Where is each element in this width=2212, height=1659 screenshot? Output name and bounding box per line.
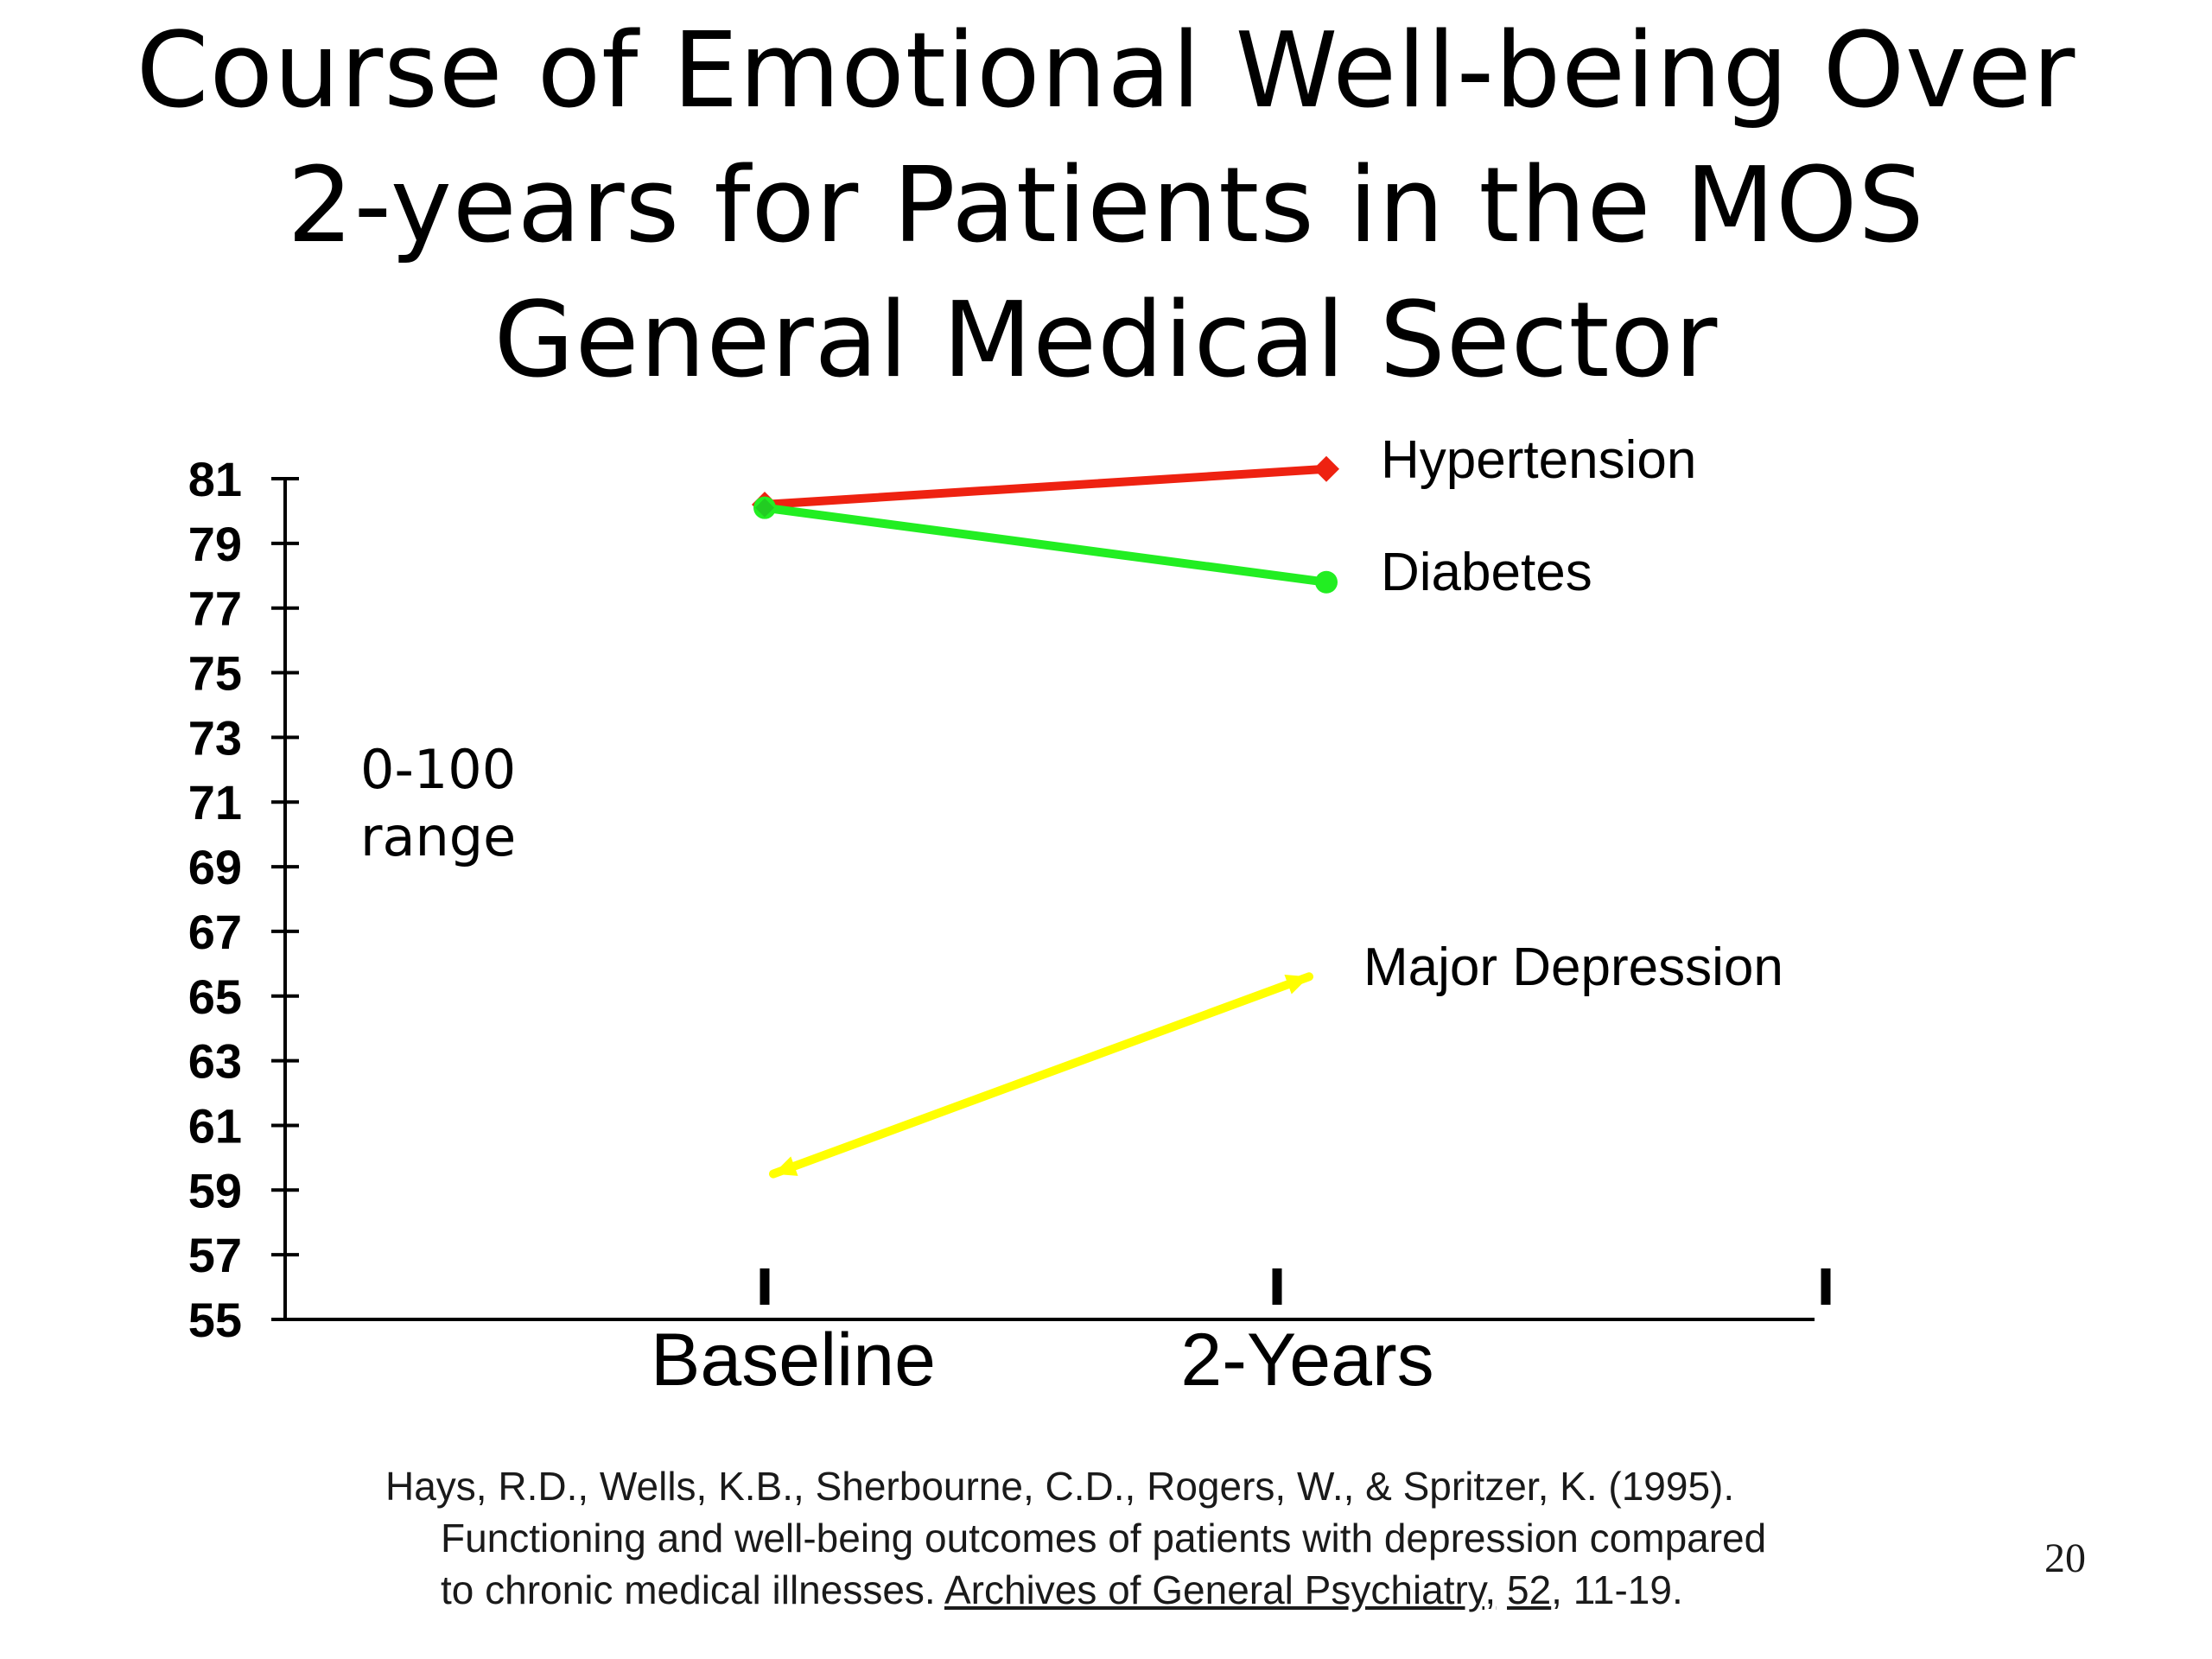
series-label: Diabetes bbox=[1381, 543, 1592, 602]
x-ticks: Baseline 2-Years bbox=[651, 1268, 1831, 1402]
y-tick-label: 79 bbox=[188, 517, 242, 571]
y-tick-label: 57 bbox=[188, 1228, 242, 1282]
slide-title: Course of Emotional Well-being Over 2-ye… bbox=[112, 4, 2100, 409]
y-tick-label: 69 bbox=[188, 840, 242, 894]
series-line bbox=[769, 972, 1313, 1179]
y-ticks: 55 57 59 61 63 65 67 69 71 73 75 77 79 81 bbox=[188, 452, 299, 1347]
series-line bbox=[760, 503, 1331, 587]
citation-line-3: to chronic medical illnesses. Archives o… bbox=[385, 1564, 1993, 1616]
citation-sep bbox=[1496, 1567, 1507, 1612]
y-tick-label: 75 bbox=[188, 646, 242, 701]
citation: Hays, R.D., Wells, K.B., Sherbourne, C.D… bbox=[385, 1460, 1993, 1616]
series-point bbox=[1315, 570, 1338, 594]
chart-axes bbox=[283, 479, 1815, 1321]
y-tick-label: 55 bbox=[188, 1293, 242, 1347]
y-tick-label: 59 bbox=[188, 1163, 242, 1217]
citation-journal: Archives of General Psychiatry, bbox=[944, 1567, 1497, 1612]
y-tick-label: 67 bbox=[188, 905, 242, 959]
series-point bbox=[773, 1156, 798, 1176]
x-tick-label: Baseline bbox=[651, 1319, 936, 1402]
citation-line-1: Hays, R.D., Wells, K.B., Sherbourne, C.D… bbox=[385, 1464, 1735, 1509]
page-number: 20 bbox=[2044, 1535, 2086, 1581]
y-tick-label: 73 bbox=[188, 710, 242, 765]
series-line bbox=[760, 464, 1331, 509]
y-tick-label: 77 bbox=[188, 582, 242, 636]
title-line-1: Course of Emotional Well-being Over bbox=[136, 11, 2076, 131]
series-point bbox=[1284, 975, 1309, 995]
y-tick-label: 61 bbox=[188, 1098, 242, 1153]
series-point bbox=[755, 498, 774, 518]
x-tick-label: 2-Years bbox=[1180, 1319, 1433, 1402]
y-tick-label: 63 bbox=[188, 1034, 242, 1089]
citation-text: to chronic medical illnesses. bbox=[441, 1567, 944, 1612]
range-note-line-2: range bbox=[360, 805, 516, 868]
range-note-line-1: 0-100 bbox=[360, 738, 516, 801]
title-line-2: 2-years for Patients in the MOS bbox=[287, 146, 1925, 266]
y-tick-label: 65 bbox=[188, 969, 242, 1024]
y-tick-label: 71 bbox=[188, 775, 242, 830]
series-point bbox=[1313, 455, 1339, 482]
chart-labels: Hypertension Diabetes Major Depression bbox=[1363, 430, 1783, 997]
chart-series bbox=[752, 455, 1339, 1179]
citation-volume: 52 bbox=[1507, 1567, 1552, 1612]
series-label: Major Depression bbox=[1363, 938, 1783, 997]
series-label: Hypertension bbox=[1381, 430, 1696, 490]
title-line-3: General Medical Sector bbox=[493, 281, 1719, 401]
y-tick-label: 81 bbox=[188, 452, 242, 506]
citation-line-2: Functioning and well-being outcomes of p… bbox=[441, 1516, 1767, 1560]
citation-pages: , 11-19. bbox=[1551, 1567, 1683, 1612]
